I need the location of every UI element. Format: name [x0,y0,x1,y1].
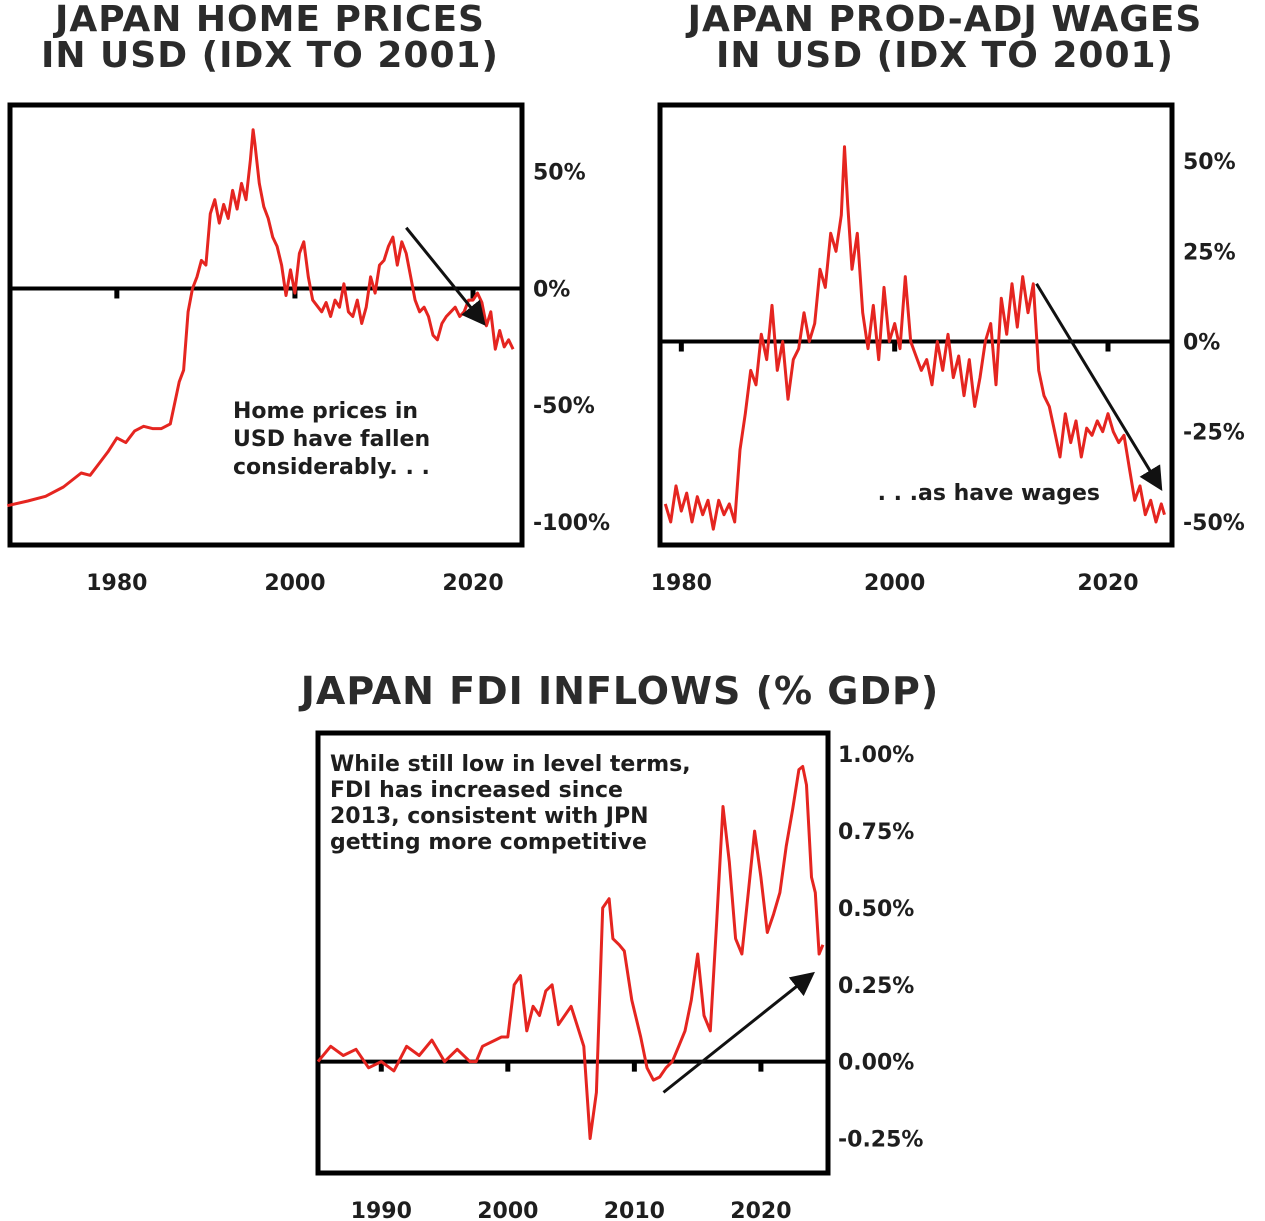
home-prices-trend-arrow [405,226,486,326]
home-prices-annotation-line: Home prices in [233,399,418,424]
wages-title-line-1: JAPAN PROD-ADJ WAGES [687,0,1203,40]
home-prices-title-line-1: JAPAN HOME PRICES [55,0,485,40]
fdi-y-tick-label: 0.25% [838,974,914,999]
fdi-annotation-line: While still low in level terms, [330,752,691,777]
fdi-y-tick-label: -0.25% [838,1127,923,1152]
home-prices-plot-frame [7,102,525,548]
wages-x-tick-label: 2000 [864,571,925,596]
wages-y-tick-label: 0% [1183,331,1220,356]
wages-y-tick-label: -50% [1183,511,1245,536]
home-prices-x-tick-label: 1980 [86,571,147,596]
home-prices-y-tick-label: 50% [533,161,586,186]
home-prices-x-tick-label: 2020 [442,571,503,596]
home-prices-title-line-2: IN USD (IDX TO 2001) [41,35,499,76]
wages-title-line-2: IN USD (IDX TO 2001) [716,35,1174,76]
fdi-x-tick-label: 2010 [604,1199,665,1221]
wages-y-tick-label: 25% [1183,240,1236,265]
wages-y-tick-label: 50% [1183,150,1236,175]
home-prices-y-tick-label: -100% [533,511,610,536]
wages-annotation-line: . . .as have wages [878,481,1100,506]
wages-x-tick-label: 2020 [1077,571,1138,596]
fdi-y-tick-label: 0.50% [838,897,914,922]
wages-x-tick-label: 1980 [651,571,712,596]
fdi-y-tick-label: 1.00% [838,743,914,768]
home-prices-annotation-line: considerably. . . [233,455,430,480]
home-prices-x-tick-label: 2000 [264,571,325,596]
fdi-x-tick-label: 2000 [477,1199,538,1221]
fdi-chart-title: JAPAN FDI INFLOWS (% GDP) [300,669,940,713]
fdi-x-tick-label: 1990 [351,1199,412,1221]
fdi-annotation-line: getting more competitive [330,830,647,855]
home-prices-series-line [6,128,515,508]
fdi-y-tick-label: 0.75% [838,820,914,845]
fdi-plot-frame [315,730,831,1176]
home-prices-chart-title: JAPAN HOME PRICES IN USD (IDX TO 2001) [0,2,540,74]
fdi-annotation-line: FDI has increased since [330,778,623,803]
home-prices-y-tick-label: -50% [533,394,595,419]
fdi-y-tick-label: 0.00% [838,1051,914,1076]
wages-plot-frame [657,102,1175,548]
wages-chart-title: JAPAN PROD-ADJ WAGES IN USD (IDX TO 2001… [645,2,1245,74]
wages-series-line [663,145,1166,531]
fdi-series-line [316,765,825,1140]
wages-trend-arrow [1035,283,1163,491]
fdi-annotation-line: 2013, consistent with JPN [330,804,649,829]
fdi-x-tick-label: 2020 [730,1199,791,1221]
wages-y-tick-label: -25% [1183,421,1245,446]
home-prices-annotation-line: USD have fallen [233,427,430,452]
fdi-trend-arrow [662,971,815,1094]
home-prices-y-tick-label: 0% [533,277,570,302]
